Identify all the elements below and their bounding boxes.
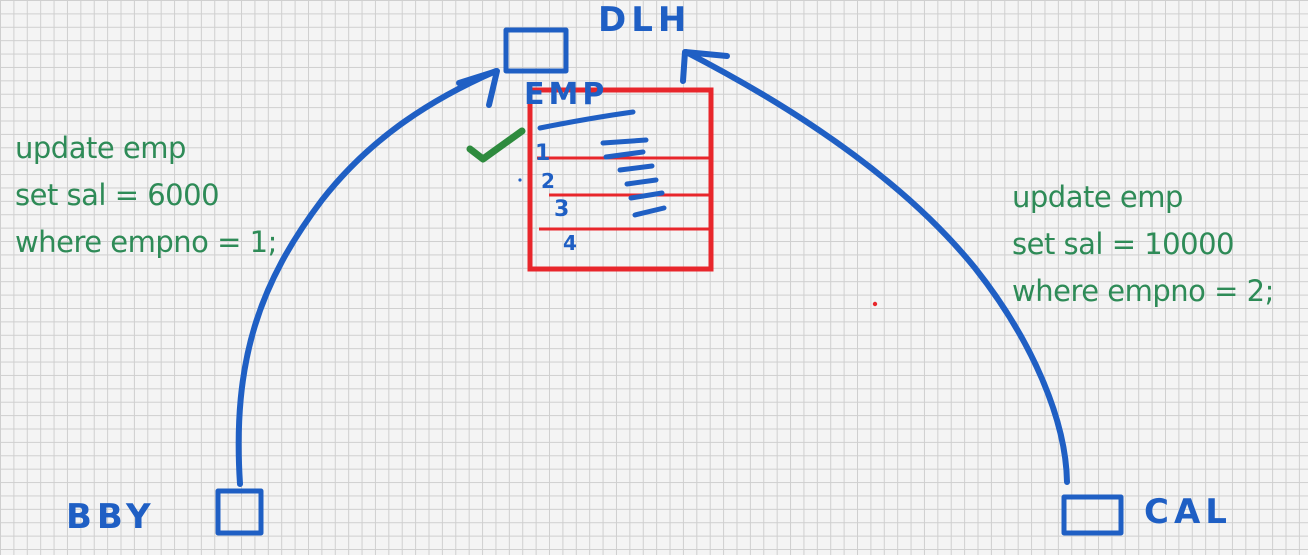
arrow-bby-to-dlh: [235, 68, 500, 487]
checkmark-icon: [466, 127, 526, 163]
laser-pointer-dot: [872, 301, 878, 307]
dlh-server-box: [503, 27, 569, 74]
bby-label: BBY: [66, 497, 156, 537]
query-line: update emp: [1012, 180, 1183, 214]
emp-row-id: 2: [541, 169, 555, 193]
arrow-cal-to-dlh: [680, 49, 1070, 485]
cal-label: CAL: [1144, 492, 1232, 532]
emp-header-underline: [537, 109, 636, 131]
emp-table-title: EMP: [524, 77, 608, 112]
query-line: where empno = 1;: [15, 225, 277, 259]
bby-server-box: [215, 488, 264, 536]
emp-row-id: 1: [535, 141, 550, 166]
emp-row-id: 4: [563, 231, 577, 255]
query-line: update emp: [15, 131, 186, 165]
emp-table-border: [527, 87, 714, 272]
arrowhead: [680, 49, 730, 84]
ink-dot: [518, 178, 522, 182]
arrowhead: [456, 68, 500, 108]
query-line: set sal = 10000: [1012, 227, 1234, 261]
cal-update-query: update emp set sal = 10000 where empno =…: [1012, 174, 1274, 315]
query-line: where empno = 2;: [1012, 274, 1274, 308]
query-line: set sal = 6000: [15, 178, 220, 212]
bby-update-query: update emp set sal = 6000 where empno = …: [15, 125, 277, 266]
cal-server-box: [1061, 494, 1124, 536]
emp-row-value-scribbles: [600, 137, 667, 218]
emp-row-id: 3: [554, 197, 569, 222]
emp-table: EMP 1 2 3 4: [518, 77, 714, 272]
dlh-label: DLH: [598, 0, 692, 40]
